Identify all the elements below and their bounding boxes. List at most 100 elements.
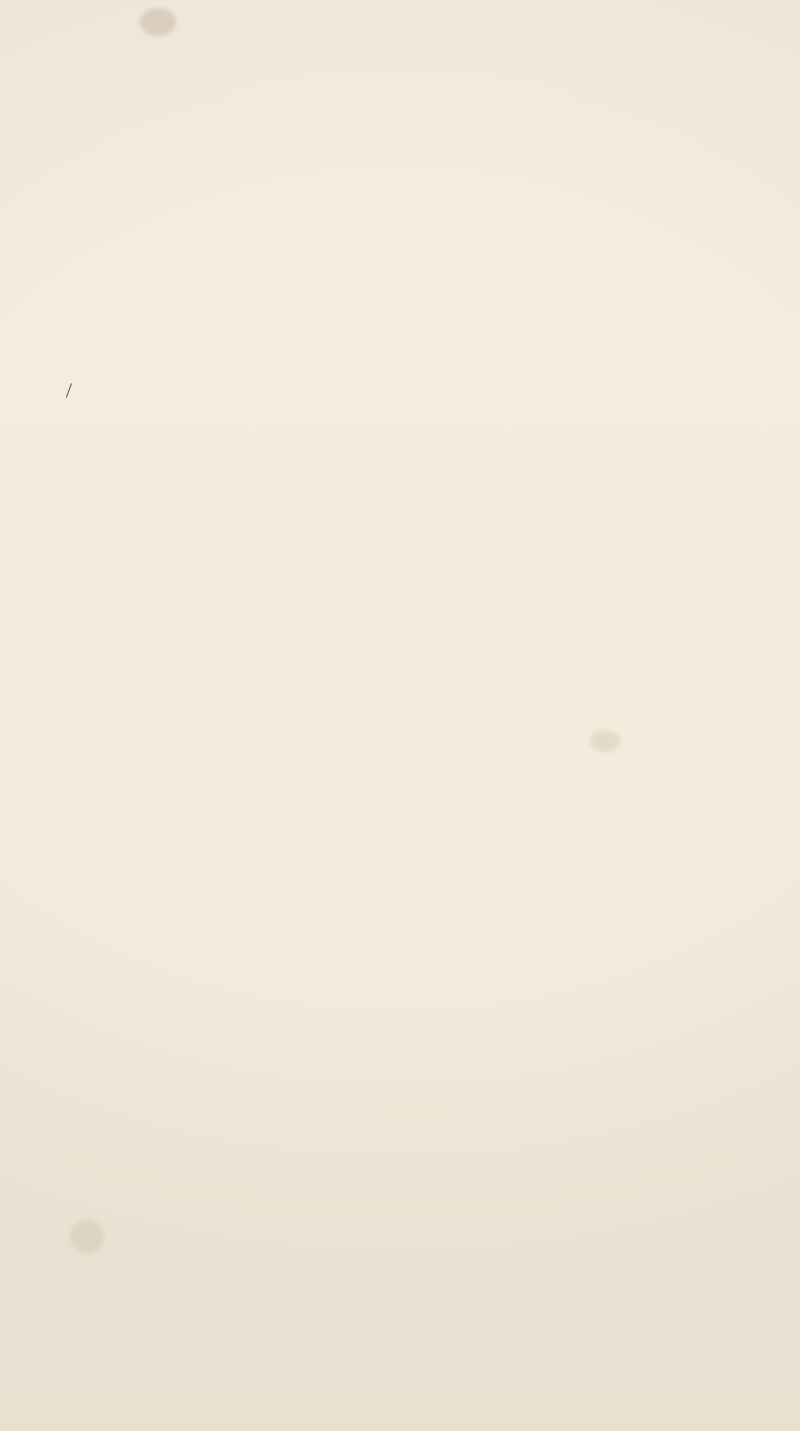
question-text: How is the radical cure of hydrocele per… (170, 522, 720, 554)
question-line: What are the terminations of erysipelas … (170, 915, 481, 936)
question-text: What are the signs of a fractured craniu… (170, 345, 720, 377)
marginal-mark: / (64, 380, 73, 404)
question-number: 261. (110, 946, 170, 1011)
question-line: Under what circumstances is an artificia… (170, 951, 563, 972)
question-text: What are the signs of a wounded artery ? (170, 595, 720, 627)
question-continuation: thorax ? (170, 1083, 720, 1115)
question-entry: 250.What is the medical treatment in fra… (110, 450, 720, 482)
question-number: 248. (110, 345, 170, 377)
question-entry: 252.How is the radical cure of hydrocele… (110, 522, 720, 554)
question-continuation: body ? (170, 801, 720, 833)
question-line: What are the unfavourable circumstances … (170, 281, 589, 302)
question-line: What are the signs of a wounded artery ? (170, 600, 481, 621)
question-continuation: tion of gun-shot wounds to extract the e… (170, 768, 720, 800)
question-text: Where does a psoas abscess generally poi… (170, 559, 720, 591)
question-entry: 254.What are the signs of a wounded arte… (110, 595, 720, 627)
page-number: 382 (110, 70, 720, 97)
question-text: How is emphysema produced from a wound o… (170, 1051, 720, 1116)
question-number: 257. (110, 736, 170, 833)
question-line: On what part of the arm is pressure to b… (170, 144, 579, 165)
question-number: 256. (110, 667, 170, 732)
question-text: At what part of the aorta do aneurisms m… (170, 208, 720, 273)
question-number: 251. (110, 486, 170, 518)
question-line: What is the cause of stupor, or coma, in… (170, 386, 555, 407)
question-entry: 265.What is meant by spina ventosa ? (110, 1156, 720, 1188)
question-text: Under what circumstances is an artificia… (170, 946, 720, 1011)
question-number: 255. (110, 631, 170, 663)
question-continuation: fracture, that require amputation of the… (170, 308, 720, 340)
question-number: 264. (110, 1119, 170, 1151)
question-text: What is the prognosis in wounds of the a… (170, 1192, 720, 1257)
question-entry: 247.What are the unfavourable circumstan… (110, 276, 720, 341)
question-entry: 260.What are the terminations of erysipe… (110, 910, 720, 942)
question-list: 245.On what part of the arm is pressure … (110, 139, 720, 1257)
question-number: 259. (110, 873, 170, 905)
question-text: How is gastroraphe performed ? (170, 1014, 720, 1046)
question-number: 252. (110, 522, 170, 554)
question-number: 250. (110, 450, 170, 482)
question-text: What are the unfavourable circumstances … (170, 276, 720, 341)
question-line: What method is to be taken after a canno… (170, 672, 556, 693)
question-text: What is the treatment of wounds of the j… (170, 1119, 720, 1151)
question-line: What are the signs of a fractured craniu… (170, 350, 498, 371)
question-number: 263. (110, 1051, 170, 1116)
question-text: What are the terminations of erysipelas … (170, 910, 720, 942)
question-continuation: torn off a limb ? (170, 700, 720, 732)
question-number: 246. (110, 208, 170, 273)
question-entry: 262.How is gastroraphe performed ? (110, 1014, 720, 1046)
question-line: What are the circumstances which prevent… (170, 741, 574, 762)
question-entry: 245.On what part of the arm is pressure … (110, 139, 720, 204)
question-text: What is the medical treatment in fractur… (170, 450, 720, 482)
question-entry: 261.Under what circumstances is an artif… (110, 946, 720, 1011)
question-text: What is the treatment of gun-shot wounds… (170, 837, 720, 869)
question-number: 249. (110, 381, 170, 446)
question-entry: 257.What are the circumstances which pre… (110, 736, 720, 833)
question-entry: 259.What is the treatment of contused wo… (110, 873, 720, 905)
question-continuation: viscera ? (170, 1224, 720, 1256)
question-line: What is the treatment of contused wounds… (170, 878, 503, 899)
question-number: 258. (110, 837, 170, 869)
question-entry: 255.What are the terminations of inflamm… (110, 631, 720, 663)
question-entry: 248.What are the signs of a fractured cr… (110, 345, 720, 377)
question-line: What are the terminations of inflammatio… (170, 636, 508, 657)
question-line: What is the treatment of gun-shot wounds… (170, 842, 502, 863)
question-entry: 246.At what part of the aorta do aneuris… (110, 208, 720, 273)
question-continuation: formed ? (170, 978, 720, 1010)
question-entry: 253.Where does a psoas abscess generally… (110, 559, 720, 591)
question-entry: 256.What method is to be taken after a c… (110, 667, 720, 732)
question-entry: 249.What is the cause of stupor, or coma… (110, 381, 720, 446)
question-text: What method is to be taken after a canno… (170, 667, 720, 732)
question-number: 254. (110, 595, 170, 627)
question-text: What is meant by spina ventosa ? (170, 1156, 720, 1188)
question-line: How is gastroraphe performed ? (170, 1019, 415, 1040)
question-text: What is the cause of stupor, or coma, in… (170, 381, 720, 446)
question-number: 265. (110, 1156, 170, 1188)
question-text: What are the terminations of inflammatio… (170, 631, 720, 663)
question-line: Where does a psoas abscess generally poi… (170, 564, 515, 585)
question-number: 245. (110, 139, 170, 204)
question-continuation: the cranium ? (170, 413, 720, 445)
question-text: Why are fistulæ generally dilated ? (170, 486, 720, 518)
question-continuation: take place ? (170, 240, 720, 272)
question-number: 266. (110, 1192, 170, 1257)
question-line: How is emphysema produced from a wound o… (170, 1056, 555, 1077)
question-text: On what part of the arm is pressure to b… (170, 139, 720, 204)
question-line: At what part of the aorta do aneurisms m… (170, 213, 586, 234)
question-number: 247. (110, 276, 170, 341)
question-line: What is meant by spina ventosa ? (170, 1161, 424, 1182)
question-number: 253. (110, 559, 170, 591)
paper-stain (140, 8, 176, 36)
question-text: What is the treatment of contused wounds… (170, 873, 720, 905)
question-number: 262. (110, 1014, 170, 1046)
question-entry: 266.What is the prognosis in wounds of t… (110, 1192, 720, 1257)
question-entry: 258.What is the treatment of gun-shot wo… (110, 837, 720, 869)
question-line: What is the treatment of wounds of the j… (170, 1124, 526, 1145)
question-line: How is the radical cure of hydrocele per… (170, 527, 544, 548)
question-text: What are the circumstances which prevent… (170, 736, 720, 833)
question-number: 260. (110, 910, 170, 942)
question-line: What is the medical treatment in fractur… (170, 455, 585, 476)
question-entry: 263.How is emphysema produced from a wou… (110, 1051, 720, 1116)
question-line: What is the prognosis in wounds of the a… (170, 1197, 552, 1218)
question-entry: 264.What is the treatment of wounds of t… (110, 1119, 720, 1151)
paper-stain (70, 1220, 104, 1254)
